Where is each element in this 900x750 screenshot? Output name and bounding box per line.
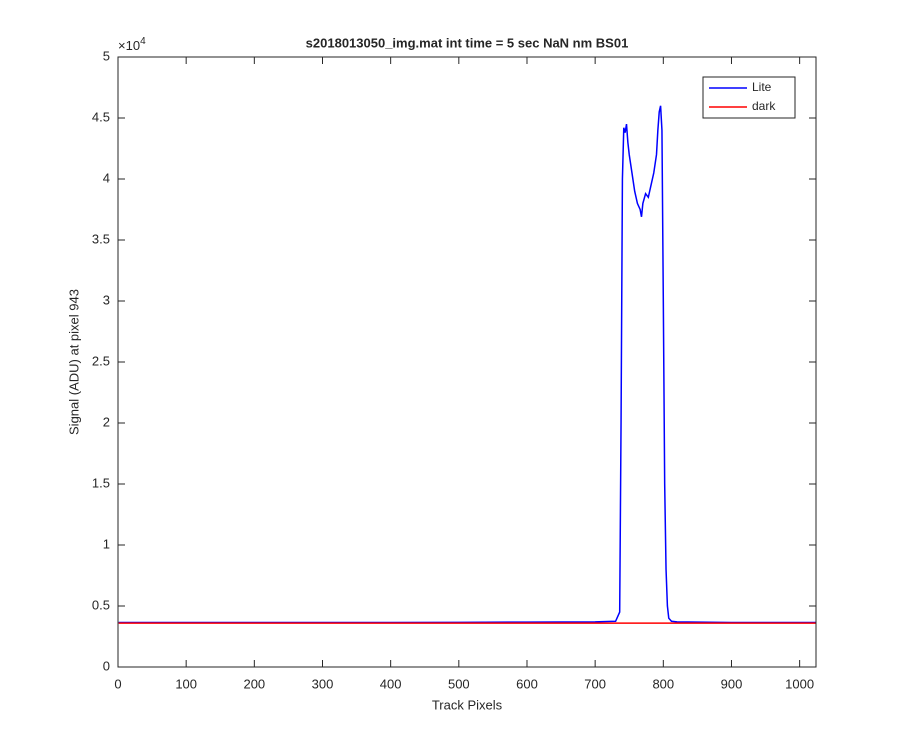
chart-title: s2018013050_img.mat int time = 5 sec NaN… [306,35,629,50]
plot-frame [117,56,817,668]
plot-area [117,56,817,668]
x-tick-label: 800 [652,676,674,691]
y-axis-label: Signal (ADU) at pixel 943 [66,289,81,435]
x-tick-label: 900 [721,676,743,691]
legend-label: dark [752,99,776,113]
y-tick-label: 1.5 [92,475,110,490]
legend-label: Lite [752,80,772,94]
x-tick-label: 700 [584,676,606,691]
x-tick-label: 100 [175,676,197,691]
y-tick-label: 1 [103,536,110,551]
x-tick-label: 200 [243,676,265,691]
y-tick-label: 3 [103,292,110,307]
y-tick-label: 5 [103,48,110,63]
x-tick-label: 1000 [785,676,814,691]
x-axis-label: Track Pixels [432,697,503,712]
y-tick-label: 0.5 [92,597,110,612]
y-multiplier-base: ×10 [118,38,140,53]
y-tick-label: 4 [103,170,110,185]
x-tick-label: 500 [448,676,470,691]
x-tick-label: 400 [380,676,402,691]
y-tick-label: 3.5 [92,231,110,246]
y-tick-label: 0 [103,658,110,673]
y-multiplier-exponent: 4 [140,36,146,47]
x-tick-label: 300 [312,676,334,691]
legend [702,76,796,119]
x-tick-label: 600 [516,676,538,691]
y-tick-label: 2.5 [92,353,110,368]
y-multiplier: ×104 [118,36,146,54]
y-tick-label: 2 [103,414,110,429]
data-line [118,105,816,624]
y-tick-label: 4.5 [92,109,110,124]
x-tick-label: 0 [114,676,121,691]
